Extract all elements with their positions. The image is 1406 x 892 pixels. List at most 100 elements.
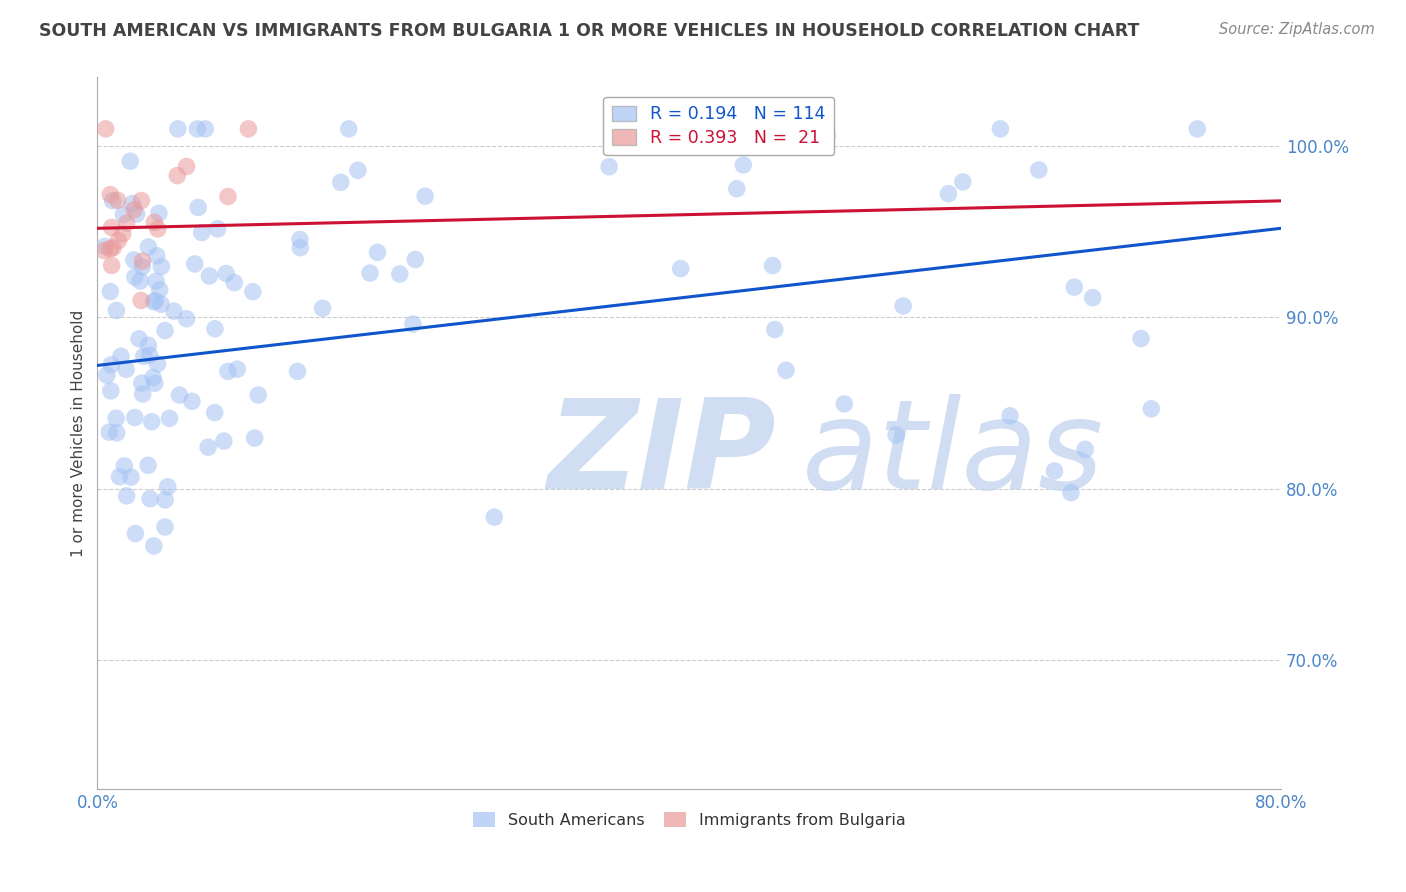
Point <box>834 397 856 411</box>
Point <box>413 189 436 203</box>
Point <box>145 274 167 288</box>
Point <box>402 317 425 331</box>
Point <box>153 324 176 338</box>
Point <box>287 364 309 378</box>
Point <box>247 388 270 402</box>
Point <box>725 182 748 196</box>
Point <box>183 257 205 271</box>
Point <box>124 269 146 284</box>
Point <box>141 415 163 429</box>
Point <box>143 293 166 308</box>
Point <box>94 239 117 253</box>
Point <box>763 322 786 336</box>
Point <box>217 364 239 378</box>
Point <box>105 303 128 318</box>
Point <box>159 411 181 425</box>
Point <box>243 431 266 445</box>
Point <box>98 285 121 299</box>
Point <box>163 304 186 318</box>
Point <box>115 216 138 230</box>
Point <box>166 169 188 183</box>
Point <box>998 409 1021 423</box>
Point <box>366 245 388 260</box>
Y-axis label: 1 or more Vehicles in Household: 1 or more Vehicles in Household <box>72 310 86 557</box>
Point <box>120 154 142 169</box>
Point <box>131 194 153 208</box>
Point <box>107 234 129 248</box>
Point <box>1043 464 1066 478</box>
Point <box>98 242 121 256</box>
Point <box>212 434 235 448</box>
Point <box>105 411 128 425</box>
Point <box>129 293 152 308</box>
Point <box>176 160 198 174</box>
Point <box>110 349 132 363</box>
Point <box>224 276 246 290</box>
Point <box>101 194 124 208</box>
Point <box>120 470 142 484</box>
Point <box>1187 121 1209 136</box>
Point <box>100 220 122 235</box>
Point <box>952 175 974 189</box>
Point <box>143 376 166 391</box>
Point <box>115 362 138 376</box>
Point <box>105 425 128 440</box>
Point <box>166 121 188 136</box>
Point <box>146 222 169 236</box>
Point <box>145 249 167 263</box>
Point <box>142 294 165 309</box>
Point <box>891 299 914 313</box>
Point <box>122 202 145 217</box>
Point <box>111 227 134 241</box>
Point <box>98 425 121 439</box>
Point <box>149 283 172 297</box>
Point <box>122 252 145 267</box>
Point <box>150 260 173 274</box>
Point <box>100 384 122 398</box>
Point <box>94 121 117 136</box>
Point <box>988 121 1011 136</box>
Point <box>98 187 121 202</box>
Point <box>1081 291 1104 305</box>
Point <box>136 458 159 473</box>
Point <box>190 226 212 240</box>
Point <box>142 370 165 384</box>
Point <box>775 363 797 377</box>
Point <box>194 121 217 136</box>
Point <box>155 492 177 507</box>
Point <box>1140 401 1163 416</box>
Text: SOUTH AMERICAN VS IMMIGRANTS FROM BULGARIA 1 OR MORE VEHICLES IN HOUSEHOLD CORRE: SOUTH AMERICAN VS IMMIGRANTS FROM BULGAR… <box>39 22 1140 40</box>
Point <box>359 266 381 280</box>
Text: Source: ZipAtlas.com: Source: ZipAtlas.com <box>1219 22 1375 37</box>
Point <box>138 240 160 254</box>
Point <box>131 254 153 268</box>
Point <box>290 241 312 255</box>
Point <box>146 357 169 371</box>
Point <box>143 215 166 229</box>
Point <box>388 267 411 281</box>
Point <box>142 539 165 553</box>
Point <box>598 160 620 174</box>
Point <box>150 297 173 311</box>
Text: ZIP: ZIP <box>547 394 776 515</box>
Point <box>1063 280 1085 294</box>
Point <box>186 121 208 136</box>
Point <box>329 175 352 189</box>
Point <box>115 489 138 503</box>
Point <box>938 186 960 201</box>
Point <box>337 121 360 136</box>
Point <box>1074 442 1097 457</box>
Point <box>156 480 179 494</box>
Point <box>815 128 838 143</box>
Point <box>129 274 152 288</box>
Point <box>404 252 426 267</box>
Point <box>124 526 146 541</box>
Point <box>217 189 239 203</box>
Point <box>131 376 153 391</box>
Point <box>169 388 191 402</box>
Point <box>121 196 143 211</box>
Point <box>1130 332 1153 346</box>
Point <box>148 206 170 220</box>
Point <box>197 440 219 454</box>
Point <box>131 387 153 401</box>
